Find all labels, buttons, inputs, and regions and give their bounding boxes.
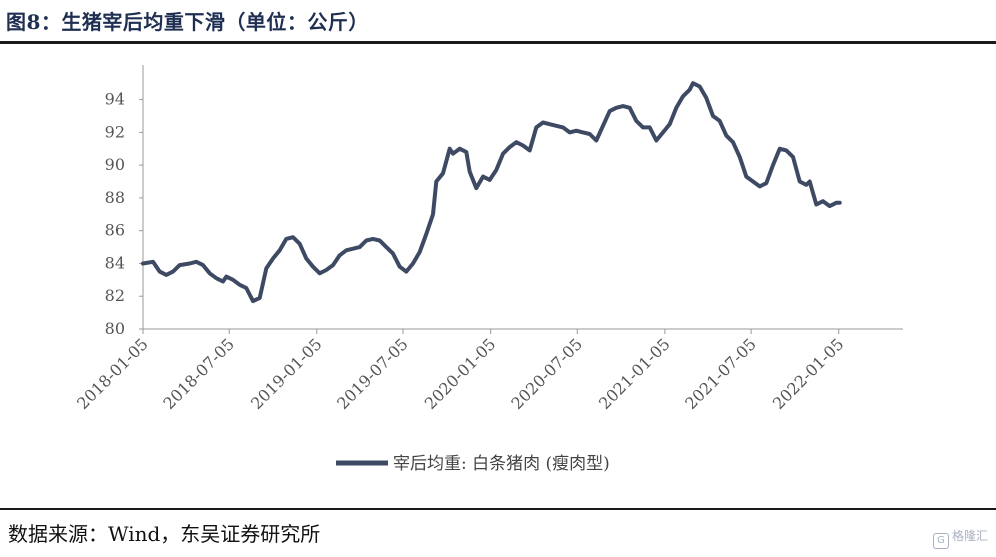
watermark: G 格隆汇 <box>932 527 988 549</box>
watermark-text: 格隆汇 <box>951 529 988 543</box>
y-tick-label: 86 <box>105 221 125 240</box>
y-tick-label: 88 <box>105 188 125 207</box>
x-tick-label: 2018-01-05 <box>73 334 152 413</box>
title-divider <box>0 41 996 44</box>
y-tick-label: 94 <box>105 90 125 109</box>
watermark-logo-icon: G <box>932 533 949 549</box>
plot-area <box>141 81 842 304</box>
x-tick-label: 2019-07-05 <box>333 334 412 413</box>
y-tick-label: 84 <box>105 253 125 272</box>
y-tick-label: 82 <box>105 286 125 305</box>
footer-divider <box>0 508 996 510</box>
x-tick-label: 2020-01-05 <box>421 334 500 413</box>
y-tick-label: 80 <box>105 319 125 338</box>
x-tick-label: 2020-07-05 <box>507 334 586 413</box>
data-source-note: 数据来源：Wind，东吴证券研究所 <box>8 522 321 546</box>
x-tick-label: 2018-07-05 <box>159 334 238 413</box>
chart-title: 图8：生猪宰后均重下滑（单位：公斤） <box>6 10 369 34</box>
x-tick-label: 2021-07-05 <box>681 334 760 413</box>
legend-label: 宰后均重: 白条猪肉 (瘦肉型) <box>393 454 610 474</box>
x-tick-label: 2019-01-05 <box>247 334 326 413</box>
series-line <box>141 81 842 304</box>
y-tick-label: 92 <box>105 122 125 141</box>
y-tick-label: 90 <box>105 155 125 174</box>
x-tick-label: 2022-01-05 <box>769 334 848 413</box>
chart-legend: 宰后均重: 白条猪肉 (瘦肉型) <box>336 454 610 474</box>
x-tick-label: 2021-01-05 <box>595 334 674 413</box>
